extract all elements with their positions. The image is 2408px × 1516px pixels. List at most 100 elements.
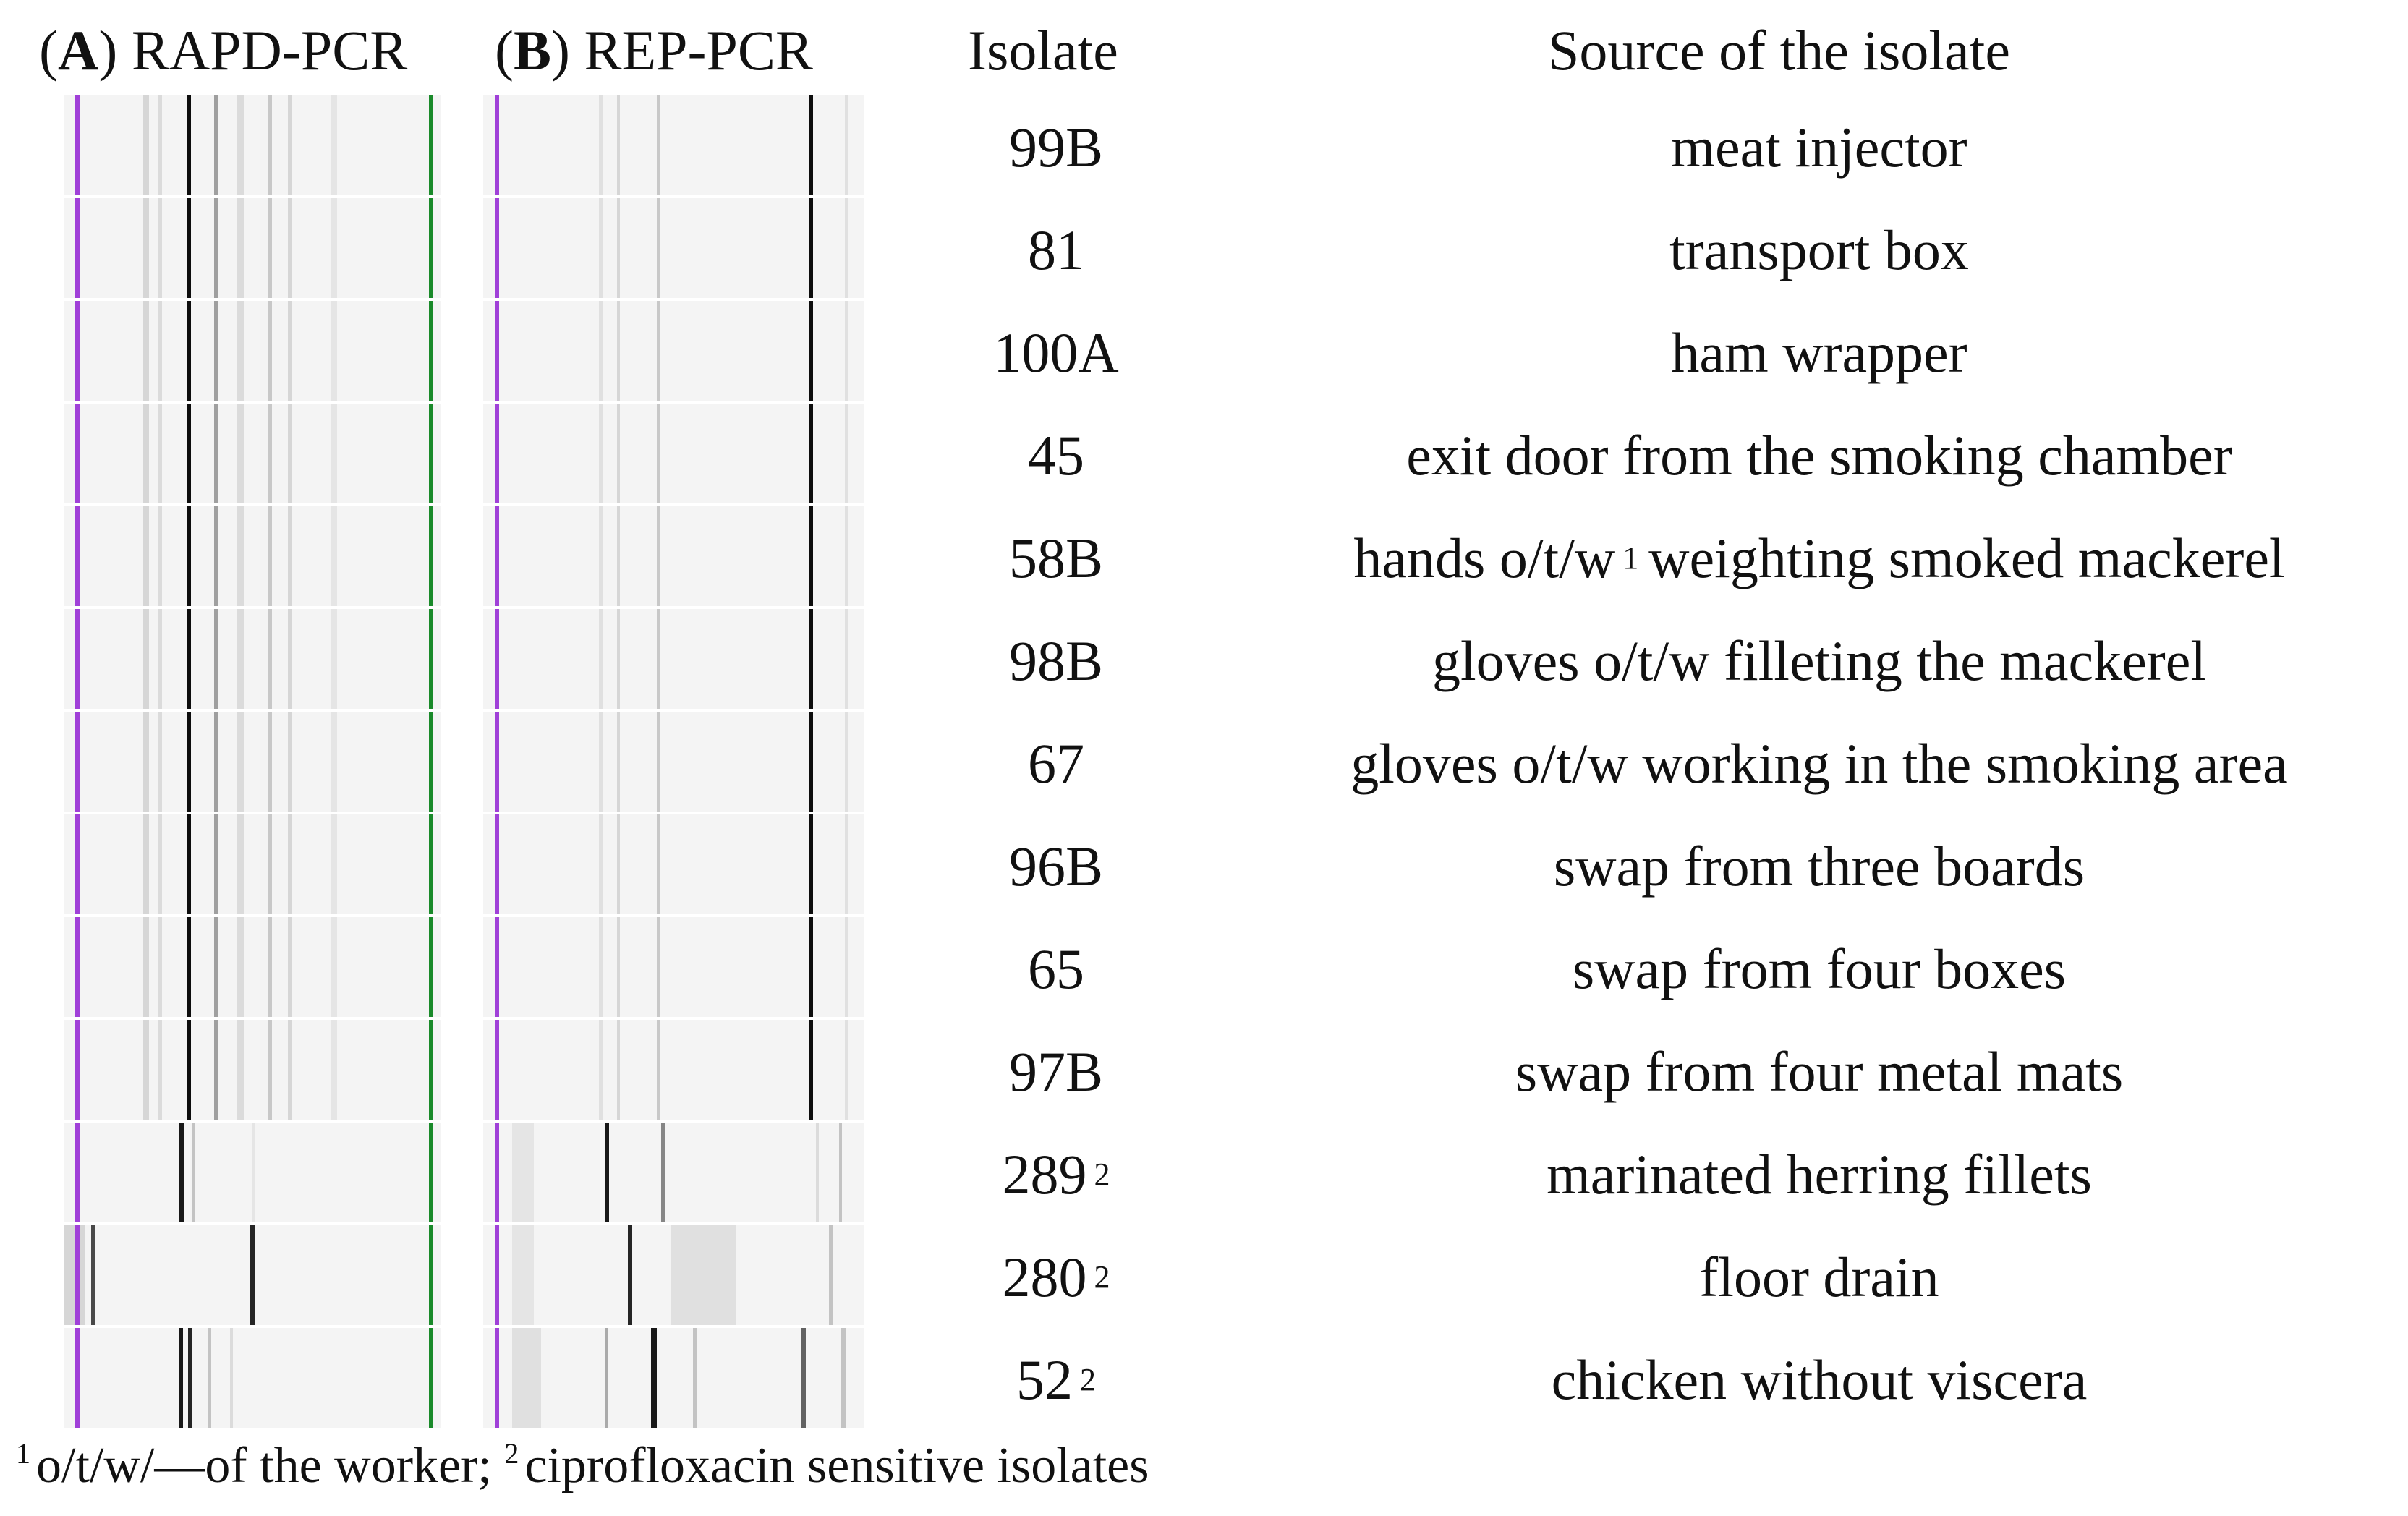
gel-band (158, 917, 162, 1017)
gel-band (809, 609, 813, 709)
gel-band (158, 1020, 162, 1120)
footnote: 1 o/t/w/—of the worker; 2 ciprofloxacin se… (16, 1434, 1149, 1499)
gel-band (617, 95, 620, 195)
gel-lane (64, 1123, 441, 1222)
gel-band (512, 1225, 534, 1325)
gel-band (599, 404, 603, 503)
gel-band (187, 814, 191, 914)
gel-band (187, 712, 191, 812)
isolate-cell: 280 2 (911, 1226, 1201, 1329)
source-header: Source of the isolate (1548, 19, 2010, 82)
gel-band (268, 712, 272, 812)
gel-lane (483, 1328, 864, 1428)
source-cell: marinated herring fillets (1230, 1123, 2408, 1226)
isolate-id: 280 (1002, 1245, 1087, 1308)
gel-band (214, 404, 218, 503)
gel-band (657, 301, 660, 401)
gel-lane (483, 506, 864, 606)
gel-band (214, 814, 218, 914)
isolate-cell: 98B (911, 610, 1201, 712)
rapd-pcr-svg (64, 95, 441, 1428)
gel-band (288, 1020, 292, 1120)
gel-band (91, 1225, 95, 1325)
gel-band (158, 814, 162, 914)
gel-band (187, 301, 191, 401)
gel-band (599, 95, 603, 195)
gel-band (657, 404, 660, 503)
gel-band (599, 301, 603, 401)
marker-band-left (495, 1225, 499, 1325)
gel-band (599, 609, 603, 709)
gel-band (288, 404, 292, 503)
source-cell: swap from four metal mats (1230, 1021, 2408, 1123)
source-text: meat injector (1671, 116, 1967, 179)
gel-band (237, 404, 244, 503)
marker-band-left (75, 506, 80, 606)
gel-lane (64, 301, 441, 401)
isolate-cell: 289 2 (911, 1123, 1201, 1226)
gel-band (331, 404, 337, 503)
source-text: ham wrapper (1671, 321, 1967, 384)
gel-band (158, 301, 162, 401)
gel-band (845, 712, 848, 812)
gel-band (809, 506, 813, 606)
gel-band (599, 506, 603, 606)
gel-lane (64, 814, 441, 914)
gel-band (188, 1328, 192, 1428)
marker-band-left (75, 301, 80, 401)
gel-band (268, 506, 272, 606)
gel-band (809, 301, 813, 401)
gel-band (657, 609, 660, 709)
gel-band (214, 198, 218, 298)
gel-band (599, 712, 603, 812)
panel-a-header: (A) RAPD-PCR (39, 19, 408, 82)
isolate-id: 98B (1008, 629, 1104, 692)
gel-band (809, 814, 813, 914)
marker-band-left (495, 609, 499, 709)
gel-band (331, 95, 337, 195)
gel-lane (483, 1225, 864, 1325)
gel-band (268, 917, 272, 1017)
gel-band (250, 1225, 255, 1325)
marker-band-left (495, 404, 499, 503)
gel-band (617, 506, 620, 606)
source-cell: meat injector (1230, 96, 2408, 199)
gel-band (288, 609, 292, 709)
gel-band (693, 1328, 697, 1428)
isolate-id: 52 (1016, 1348, 1073, 1411)
marker-band-left (75, 814, 80, 914)
gel-band (143, 814, 149, 914)
gel-band (268, 404, 272, 503)
source-text: hands o/t/w (1353, 527, 1616, 589)
isolate-id: 96B (1008, 835, 1104, 898)
gel-lane (483, 712, 864, 812)
gel-band (288, 95, 292, 195)
rapd-pcr-gel-panel (64, 95, 441, 1434)
gel-band (841, 1328, 846, 1428)
marker-band-left (495, 1123, 499, 1222)
gel-band (64, 1225, 85, 1325)
gel-band (187, 198, 191, 298)
gel-lane (483, 1020, 864, 1120)
gel-band (288, 917, 292, 1017)
gel-band (599, 198, 603, 298)
marker-band-right (429, 1020, 433, 1120)
gel-lane (483, 301, 864, 401)
gel-band (288, 506, 292, 606)
marker-band-left (495, 917, 499, 1017)
source-text: swap from four metal mats (1515, 1040, 2124, 1103)
gel-band (214, 95, 218, 195)
gel-band (143, 609, 149, 709)
isolate-id: 45 (1028, 424, 1084, 487)
marker-band-right (429, 712, 433, 812)
isolate-column: 99B 81 100A 45 58B 98B 67 96B 65 97B 289 2 280 2 52 2 (911, 96, 1201, 1431)
marker-band-left (495, 301, 499, 401)
source-text: gloves o/t/w working in the smoking area (1350, 732, 2288, 795)
marker-band-right (429, 95, 433, 195)
gel-band (617, 301, 620, 401)
footnote-sup-2: 2 (504, 1437, 519, 1470)
gel-band (628, 1225, 632, 1325)
gel-band (657, 95, 660, 195)
marker-band-left (495, 814, 499, 914)
gel-band (809, 95, 813, 195)
